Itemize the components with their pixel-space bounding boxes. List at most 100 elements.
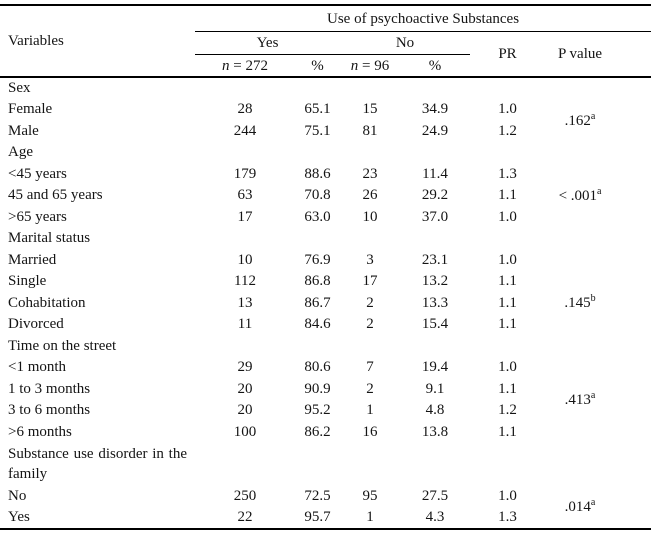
- group-label: Age: [8, 144, 33, 161]
- no-n-cell: 3: [366, 251, 374, 268]
- variable-label: <45 years: [8, 165, 67, 182]
- p-value-text: .145: [564, 295, 591, 312]
- table-row: 3 to 6 months 20 95.2 1 4.8 1.2: [0, 400, 651, 422]
- no-n-cell: [340, 443, 400, 486]
- table-row: >6 months 100 86.2 16 13.8 1.1: [0, 421, 651, 443]
- pr-cell: 1.3: [498, 165, 517, 182]
- yes-n-cell: [195, 142, 295, 164]
- pr-cell: 1.1: [498, 316, 517, 333]
- no-n-cell: [340, 335, 400, 357]
- pr-cell: [470, 443, 545, 486]
- variable-label: Single: [8, 273, 47, 290]
- yes-percent-cell: [295, 335, 340, 357]
- no-percent-cell: 13.8: [421, 423, 449, 440]
- pr-cell: 1.3: [498, 509, 517, 526]
- yes-n-cell: 22: [237, 509, 253, 526]
- pr-cell: 1.0: [498, 488, 517, 505]
- p-value-cell: [545, 443, 651, 486]
- yes-percent-cell: 95.2: [304, 402, 331, 419]
- yes-percent-cell: [295, 142, 340, 164]
- yes-n-cell: 20: [237, 380, 253, 397]
- pr-cell: 1.2: [498, 402, 517, 419]
- pr-cell: [470, 335, 545, 357]
- variable-label: No: [8, 488, 27, 505]
- pr-cell: 1.1: [498, 294, 517, 311]
- p-value-cell: .413a: [545, 357, 651, 443]
- no-n-cell: 1: [366, 509, 374, 526]
- pvalue-column-header: P value: [545, 31, 651, 78]
- group-label: Time on the street: [8, 337, 117, 354]
- footnote-marker: a: [597, 185, 602, 197]
- table-row: Yes 22 95.7 1 4.3 1.3: [0, 507, 651, 529]
- table-row: <45 years 179 88.6 23 11.4 1.3 < .001a: [0, 163, 651, 204]
- yes-n-cell: 179: [233, 165, 257, 182]
- yes-percent-cell: 70.8: [304, 187, 331, 204]
- no-n-cell: [340, 77, 400, 99]
- pr-cell: 1.1: [498, 380, 517, 397]
- variable-label: Male: [8, 122, 39, 139]
- pr-column-header: PR: [470, 31, 545, 78]
- table-header: Variables Use of psychoactive Substances…: [0, 5, 651, 78]
- yes-percent-cell: 86.8: [304, 273, 331, 290]
- table-row: Divorced 11 84.6 2 15.4 1.1: [0, 314, 651, 336]
- no-percent-cell: 15.4: [421, 316, 449, 333]
- no-n-cell: 16: [362, 423, 378, 440]
- no-percent-cell: 34.9: [421, 101, 449, 118]
- table-row: Female 28 65.1 15 34.9 1.0 .162a: [0, 99, 651, 128]
- no-percent-cell: 23.1: [421, 251, 449, 268]
- yes-n-cell: 244: [233, 122, 257, 139]
- no-percent-cell: [400, 142, 470, 164]
- yes-percent-cell: 90.9: [304, 380, 331, 397]
- pr-cell: 1.0: [498, 208, 517, 225]
- header-row-span-title: Variables Use of psychoactive Substances: [0, 5, 651, 78]
- yes-n-cell: [195, 228, 295, 250]
- yes-percent-cell: 63.0: [304, 208, 331, 225]
- yes-percent-cell: 76.9: [304, 251, 331, 268]
- table-row: Male 244 75.1 81 24.9 1.2: [0, 120, 651, 142]
- no-percent-cell: 19.4: [421, 359, 449, 376]
- no-n-cell: 10: [362, 208, 378, 225]
- variable-label: Married: [8, 251, 57, 268]
- variable-label: >65 years: [8, 208, 67, 225]
- yes-n-cell: 112: [234, 273, 256, 290]
- variables-column-header: Variables: [0, 5, 195, 78]
- yes-percent-cell: [295, 228, 340, 250]
- variable-label: <1 month: [8, 359, 67, 376]
- yes-percent-cell: 80.6: [304, 359, 331, 376]
- yes-percent-cell: 95.7: [304, 509, 331, 526]
- no-percent-cell: 27.5: [421, 488, 449, 505]
- yes-n-cell: [195, 335, 295, 357]
- p-value-cell: [545, 249, 651, 271]
- no-n-cell: 81: [362, 122, 378, 139]
- no-n-value: = 96: [358, 57, 390, 74]
- yes-n-cell: 10: [237, 251, 253, 268]
- italic-n: n: [350, 57, 359, 74]
- pr-cell: 1.1: [498, 273, 517, 290]
- table-row: No 250 72.5 95 27.5 1.0 .014a: [0, 486, 651, 515]
- no-percent-cell: 4.3: [425, 509, 445, 526]
- pr-cell: [470, 77, 545, 99]
- yes-percent-cell: [295, 77, 340, 99]
- yes-n-column-header: n = 272: [195, 54, 295, 78]
- yes-percent-cell: [295, 443, 340, 486]
- p-value-cell: .014a: [545, 486, 651, 529]
- pr-cell: 1.2: [498, 122, 517, 139]
- yes-n-cell: 28: [237, 101, 253, 118]
- p-value-text: < .001: [558, 187, 598, 204]
- no-percent-cell: 4.8: [425, 402, 445, 419]
- yes-n-cell: 13: [237, 294, 253, 311]
- no-percent-cell: 29.2: [421, 187, 449, 204]
- no-percent-cell: 13.2: [421, 273, 449, 290]
- variable-label: Yes: [8, 509, 30, 526]
- yes-n-value: = 272: [229, 57, 268, 74]
- yes-percent-cell: 86.7: [304, 294, 331, 311]
- pr-cell: 1.1: [498, 187, 517, 204]
- no-percent-cell: 13.3: [421, 294, 449, 311]
- p-value-cell: [545, 271, 651, 293]
- table-row: <1 month 29 80.6 7 19.4 1.0 .413a: [0, 357, 651, 408]
- substance-use-table: Variables Use of psychoactive Substances…: [0, 4, 651, 530]
- group-row: Time on the street: [0, 335, 651, 357]
- yes-percent-cell: 65.1: [304, 101, 331, 118]
- variable-label: Cohabitation: [8, 294, 86, 311]
